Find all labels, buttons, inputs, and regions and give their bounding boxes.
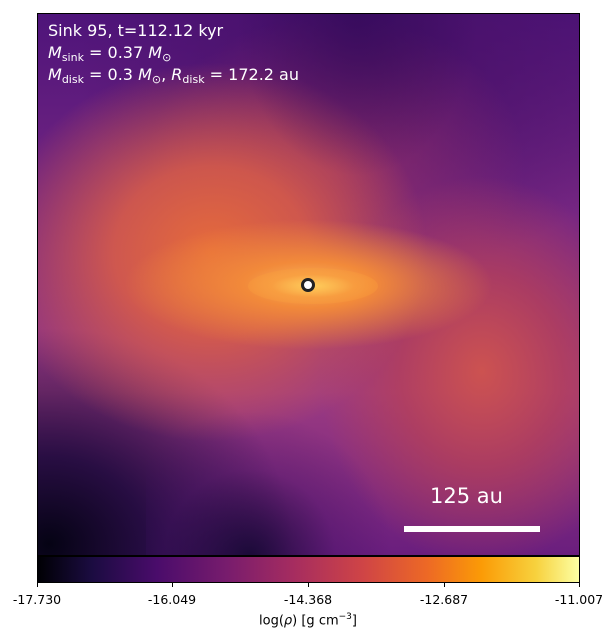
disk-mass-value: = 0.3 <box>89 65 133 84</box>
colorbar <box>37 556 580 583</box>
outflow-cavity-top <box>236 14 477 284</box>
sink-mass-subscript: sink <box>61 51 84 64</box>
sink-mass-unit: M <box>148 43 163 62</box>
colorbar-tick <box>579 583 580 587</box>
colorbar-tick-label: -17.730 <box>12 592 62 607</box>
disk-radius-value: = 172.2 <box>209 65 274 84</box>
disk-mass-subscript: disk <box>61 73 84 86</box>
disk-radius-unit: au <box>279 65 299 84</box>
scalebar-label: 125 au <box>430 484 503 508</box>
colorbar-tick-label: -14.368 <box>283 592 333 607</box>
colorbar-label-prefix: log( <box>259 613 284 629</box>
sink-mass-unit-subscript: ⊙ <box>162 51 172 64</box>
colorbar-label-exponent: −3 <box>338 612 352 622</box>
density-map: Sink 95, t=112.12 kyr Msink = 0.37 M⊙ Md… <box>37 13 580 556</box>
disk-separator: , <box>161 65 167 84</box>
colorbar-label: log(ρ) [g cm−3] <box>259 612 357 628</box>
colorbar-tick <box>308 583 309 587</box>
colorbar-label-symbol: ρ <box>283 613 293 629</box>
scalebar-line <box>404 526 540 532</box>
colorbar-tick-label: -16.049 <box>147 592 197 607</box>
sink-mass-symbol: M <box>48 43 62 62</box>
colorbar-tick <box>444 583 445 587</box>
disk-mass-symbol: M <box>48 65 62 84</box>
colorbar-tick-label: -11.007 <box>554 592 604 607</box>
outflow-cavity-bottom <box>146 314 407 555</box>
sink-mass-line: Msink = 0.37 M⊙ <box>48 44 171 67</box>
colorbar-tick <box>172 583 173 587</box>
disk-radius-subscript: disk <box>182 73 205 86</box>
disk-properties-line: Mdisk = 0.3 M⊙, Rdisk = 172.2 au <box>48 66 299 89</box>
colorbar-tick-label: -12.687 <box>419 592 469 607</box>
colorbar-label-close: ] <box>351 613 357 629</box>
sink-title: Sink 95, t=112.12 kyr <box>48 22 223 40</box>
sink-title-text: Sink 95, t=112.12 kyr <box>48 21 224 40</box>
disk-mass-unit: M <box>138 65 152 84</box>
disk-radius-symbol: R <box>171 65 183 84</box>
sink-mass-value: = 0.37 <box>89 43 144 62</box>
disk-mass-unit-subscript: ⊙ <box>151 73 162 86</box>
colorbar-label-suffix: ) [g cm <box>292 613 339 629</box>
sink-marker <box>301 278 315 292</box>
colorbar-tick <box>37 583 38 587</box>
